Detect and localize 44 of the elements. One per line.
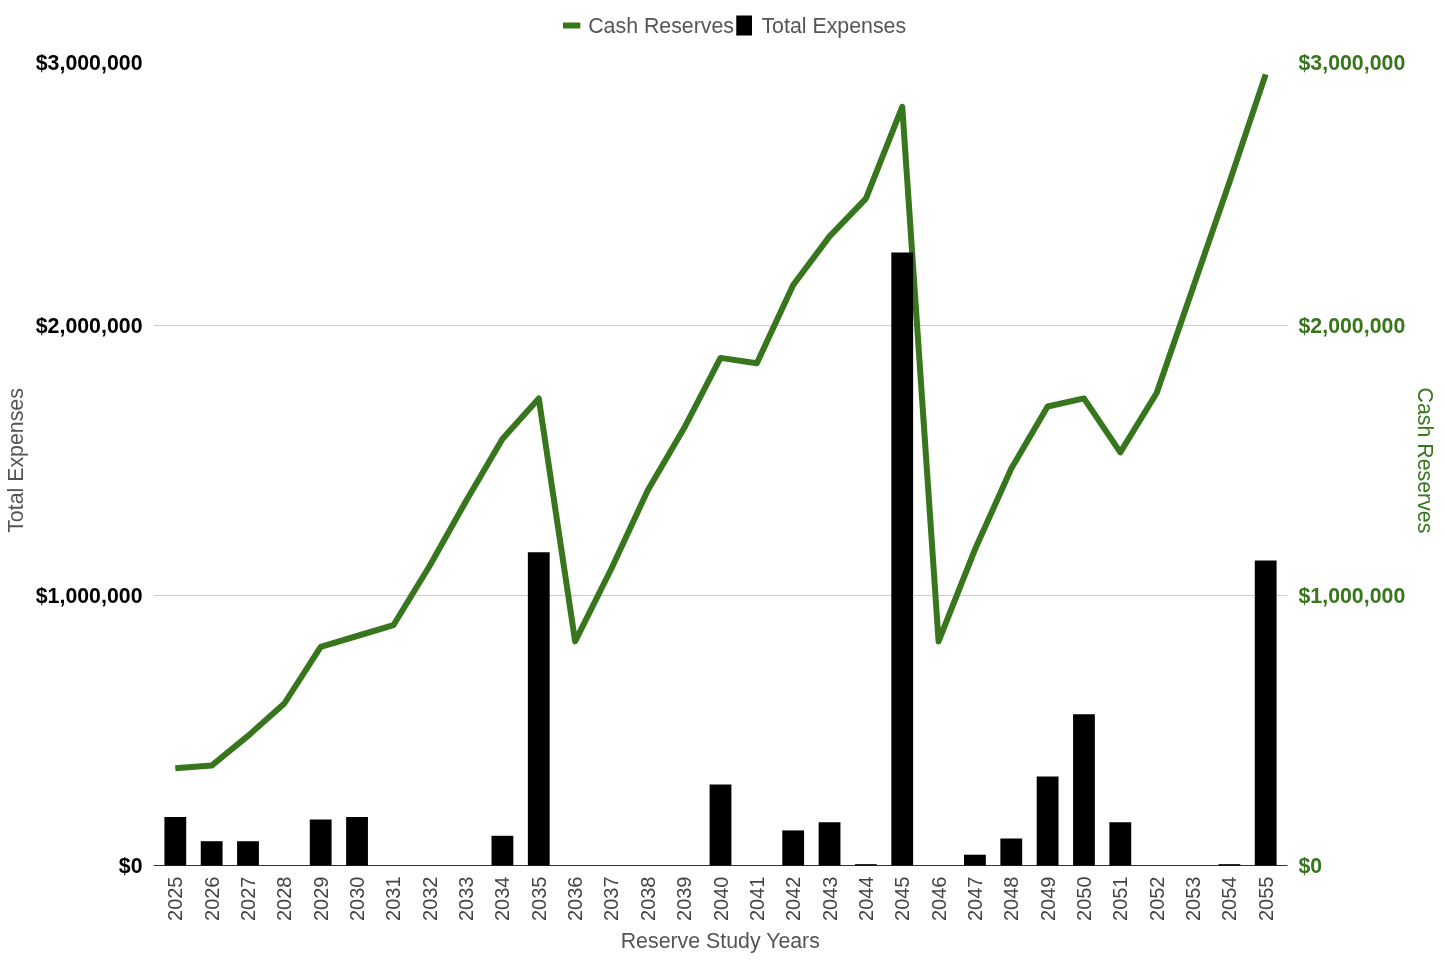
x-tick-label: 2048	[1000, 876, 1023, 921]
x-tick-label: 2033	[455, 876, 478, 921]
y2-tick-label: $1,000,000	[1298, 583, 1406, 608]
x-tick-label: 2045	[891, 876, 914, 921]
x-tick-label: 2035	[527, 876, 550, 921]
x-tick-label: 2038	[636, 876, 659, 921]
x-tick-label: 2052	[1145, 876, 1168, 921]
x-tick-label: 2043	[818, 876, 841, 921]
y-axis-title: Total Expenses	[3, 388, 28, 533]
x-tick-label: 2040	[709, 876, 732, 921]
x-tick-label: 2025	[164, 876, 187, 921]
x-tick-label: 2044	[854, 876, 877, 921]
y-tick-label: $0	[118, 853, 143, 878]
x-tick-label: 2049	[1036, 876, 1059, 921]
x-tick-label: 2055	[1254, 876, 1277, 921]
x-tick-label: 2041	[745, 876, 768, 921]
y2-tick-label: $0	[1298, 853, 1323, 878]
y-tick-label: $1,000,000	[35, 583, 143, 608]
x-tick-label: 2046	[927, 876, 950, 921]
x-tick-label: 2037	[600, 876, 623, 921]
x-tick-label: 2036	[564, 876, 587, 921]
x-tick-label: 2031	[382, 876, 405, 921]
x-tick-label: 2051	[1109, 876, 1132, 921]
x-tick-label: 2050	[1072, 876, 1095, 921]
x-tick-label: 2027	[237, 876, 259, 921]
x-tick-label: 2053	[1182, 876, 1204, 921]
x-tick-label: 2032	[418, 876, 441, 921]
x-tick-label: 2030	[346, 876, 369, 921]
x-tick-label: 2034	[491, 876, 514, 921]
y2-axis-title: Cash Reserves	[1413, 387, 1438, 534]
x-tick-label: 2039	[673, 876, 696, 921]
y-tick-label: $3,000,000	[35, 50, 143, 75]
x-tick-label: 2042	[782, 876, 805, 921]
x-tick-label: 2054	[1218, 876, 1241, 921]
x-tick-label: 2029	[309, 876, 332, 921]
legend-label: Cash Reserves	[588, 13, 735, 38]
y-tick-label: $2,000,000	[35, 313, 143, 338]
x-tick-label: 2028	[273, 876, 296, 921]
y2-tick-label: $2,000,000	[1298, 313, 1406, 338]
x-tick-label: 2026	[200, 876, 223, 921]
legend-label: Total Expenses	[761, 13, 907, 38]
y2-tick-label: $3,000,000	[1298, 50, 1406, 75]
x-axis-title: Reserve Study Years	[620, 928, 820, 953]
x-tick-label: 2047	[963, 876, 986, 921]
